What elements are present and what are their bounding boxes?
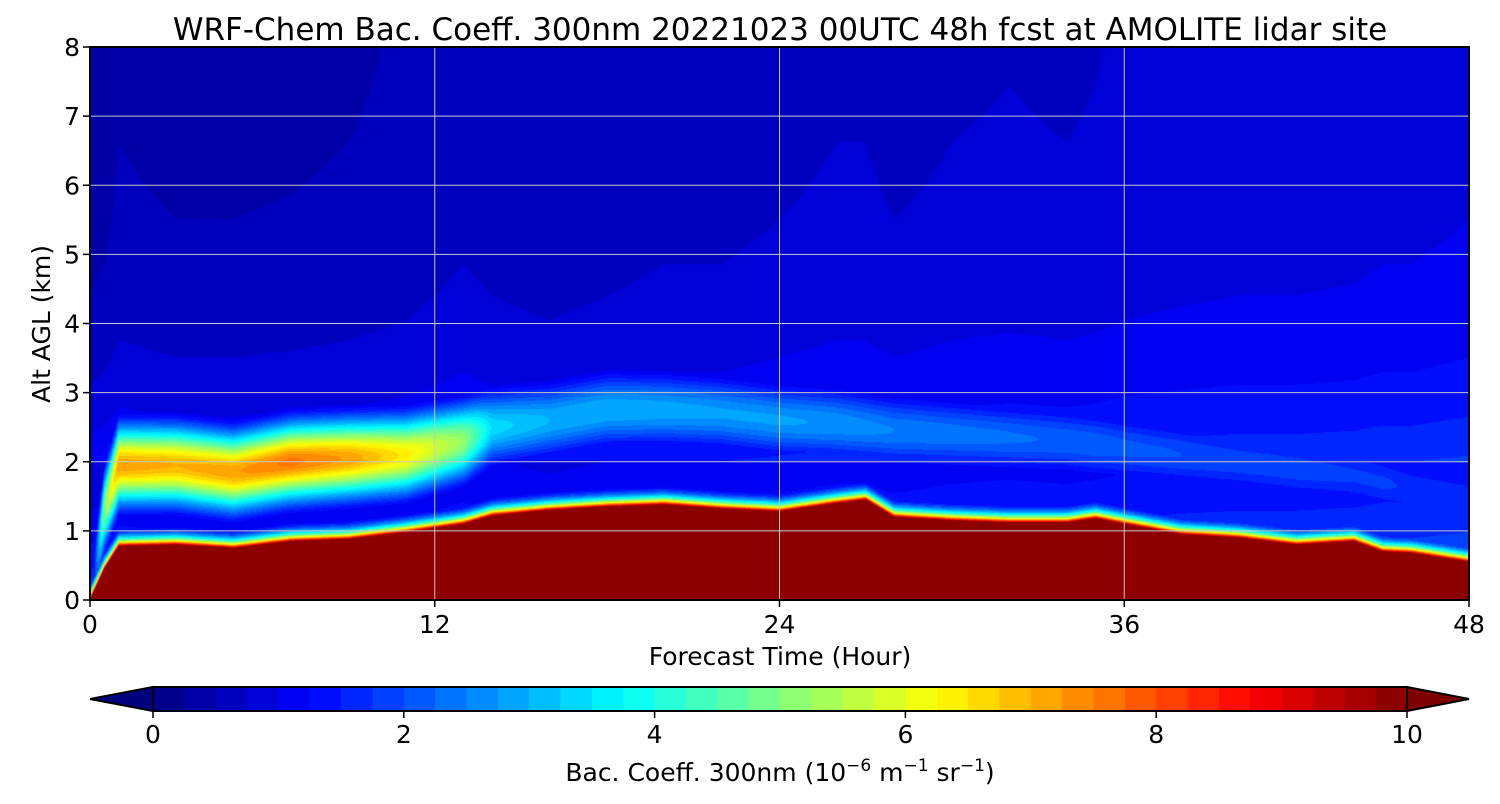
colorbar-ticks: 0 2 4 6 8 10 <box>145 711 1423 749</box>
colorbar-tick-label: 0 <box>145 720 161 749</box>
colorbar-gradient <box>152 686 1408 712</box>
colorbar-extend-high <box>1406 685 1470 713</box>
colorbar-tick-label: 8 <box>1148 720 1164 749</box>
y-tick-label: 2 <box>64 448 80 477</box>
colorbar-tick-label: 4 <box>647 720 663 749</box>
y-tick-label: 5 <box>64 240 80 269</box>
colorbar: 0 2 4 6 8 10 Bac. Coeff. 300nm (10−6 m−1 sr−1… <box>89 685 1470 787</box>
colorbar-tick-label: 2 <box>396 720 412 749</box>
y-axis-label: Alt AGL (km) <box>27 245 56 403</box>
x-tick-label: 36 <box>1108 610 1140 639</box>
x-tick-label: 0 <box>82 610 98 639</box>
y-tick-label: 1 <box>64 517 80 546</box>
y-tick-label: 4 <box>64 310 80 339</box>
x-tick-label: 48 <box>1453 610 1485 639</box>
x-tick-label: 12 <box>419 610 451 639</box>
y-tick-label: 8 <box>64 33 80 62</box>
y-axis: 0 1 2 3 4 5 6 7 8 <box>64 33 90 615</box>
grid <box>90 47 1469 600</box>
colorbar-label: Bac. Coeff. 300nm (10−6 m−1 sr−1) <box>565 756 994 787</box>
x-axis: 0 12 24 36 48 <box>82 600 1485 639</box>
y-tick-label: 3 <box>64 379 80 408</box>
colorbar-extend-low <box>89 685 154 713</box>
y-tick-label: 7 <box>64 102 80 131</box>
y-tick-label: 0 <box>64 586 80 615</box>
x-axis-label: Forecast Time (Hour) <box>649 642 912 671</box>
y-tick-label: 6 <box>64 171 80 200</box>
colorbar-tick-label: 6 <box>897 720 913 749</box>
chart-title: WRF-Chem Bac. Coeff. 300nm 20221023 00UT… <box>173 12 1387 48</box>
colorbar-tick-label: 10 <box>1391 720 1423 749</box>
x-tick-label: 24 <box>764 610 796 639</box>
